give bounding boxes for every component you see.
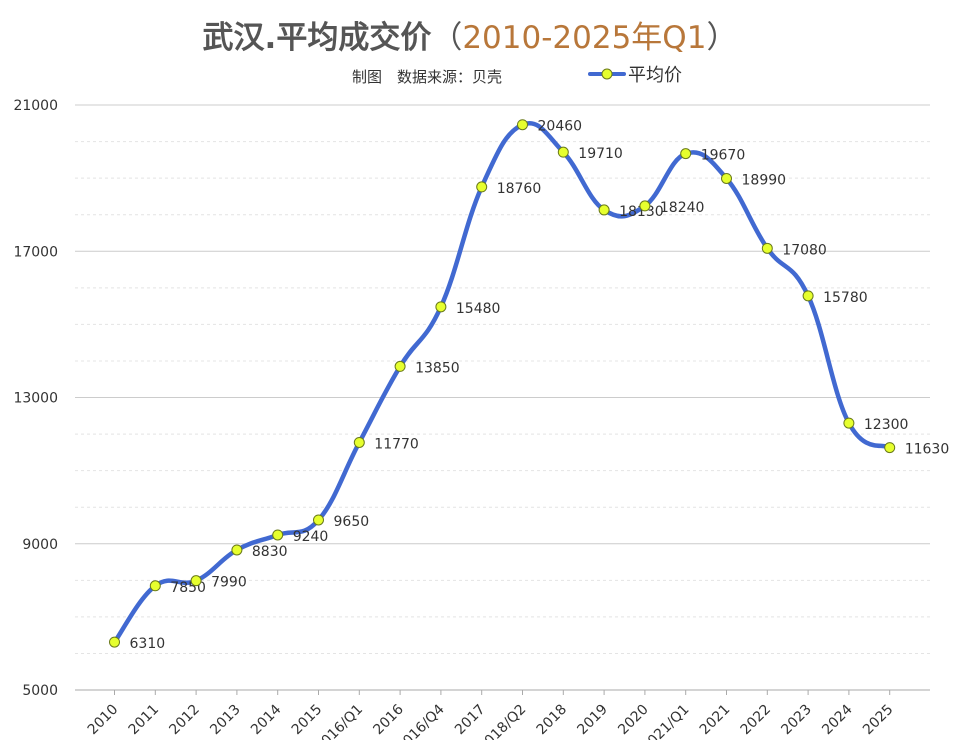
data-label: 7990 — [211, 575, 247, 591]
data-point — [721, 172, 732, 184]
x-tick-label: 2018/Q2 — [475, 702, 529, 740]
data-point — [639, 200, 651, 212]
data-point — [517, 119, 528, 131]
x-tick-label: 2015 — [289, 702, 326, 739]
x-tick-label: 2016/Q1 — [312, 702, 366, 740]
x-tick-label: 2017 — [452, 702, 489, 739]
data-point — [435, 301, 447, 313]
x-tick-label: 2024 — [819, 701, 856, 738]
x-tick-label: 2013 — [207, 702, 244, 739]
series-line-平均价 — [112, 120, 892, 645]
x-tick-label: 2023 — [778, 702, 815, 739]
data-point — [272, 529, 284, 541]
x-tick-label: 2016/Q4 — [394, 701, 448, 740]
y-tick-label: 21000 — [13, 98, 58, 114]
x-tick-label: 2011 — [126, 702, 163, 739]
x-tick-label: 2021/Q1 — [639, 702, 693, 740]
data-point — [598, 204, 610, 216]
x-tick-label: 2022 — [738, 702, 775, 739]
data-point — [680, 148, 692, 160]
x-tick-label: 2014 — [248, 701, 285, 738]
chart-subtitle: 制图 数据来源：贝壳 — [352, 68, 503, 86]
data-label: 13850 — [415, 360, 460, 376]
chart-title-close-paren: ） — [706, 20, 738, 56]
data-label: 18130 — [619, 204, 664, 220]
data-point — [109, 636, 120, 648]
data-point — [884, 442, 896, 454]
data-label: 11770 — [374, 436, 419, 452]
x-tick-label: 2018 — [534, 702, 571, 739]
data-label: 9240 — [293, 529, 329, 545]
data-point — [313, 514, 324, 526]
data-label: 15780 — [823, 290, 868, 306]
data-label: 18760 — [497, 181, 542, 197]
data-point — [843, 417, 855, 429]
data-point — [231, 544, 243, 556]
y-tick-label: 9000 — [22, 537, 58, 553]
x-tick-label: 2020 — [615, 702, 652, 739]
data-label: 20460 — [538, 119, 583, 135]
data-point — [394, 360, 406, 372]
data-label: 9650 — [334, 514, 370, 530]
data-label: 11630 — [905, 442, 950, 458]
chart-title-period: 2010-2025年Q1 — [462, 20, 707, 56]
data-label: 19710 — [578, 146, 623, 162]
legend: 平均价 — [588, 63, 682, 86]
x-tick-label: 2016 — [370, 701, 407, 738]
data-point — [761, 242, 773, 254]
data-label: 8830 — [252, 544, 288, 560]
y-tick-label: 17000 — [13, 244, 58, 260]
chart-title-open-paren: （ — [431, 20, 463, 56]
y-tick-label: 13000 — [13, 391, 58, 407]
data-label: 19670 — [701, 148, 746, 164]
x-tick-label: 2021 — [697, 702, 734, 739]
data-label: 18990 — [742, 172, 787, 188]
data-point — [149, 580, 161, 592]
x-tick-label: 2019 — [574, 702, 611, 739]
data-label: 18240 — [660, 200, 705, 216]
data-point — [190, 575, 202, 587]
data-point — [802, 290, 814, 302]
x-tick-label: 2025 — [860, 702, 897, 739]
data-label: 17080 — [782, 242, 827, 258]
data-label: 15480 — [456, 301, 501, 317]
chart-title: 武汉.平均成交价（2010-2025年Q1） — [0, 12, 940, 57]
data-point — [353, 436, 365, 448]
x-tick-label: 2012 — [166, 702, 203, 739]
legend-line-marker-icon — [588, 68, 626, 80]
data-label: 12300 — [864, 417, 909, 433]
legend-label: 平均价 — [628, 65, 682, 86]
data-label: 6310 — [130, 636, 166, 652]
data-point — [557, 146, 569, 158]
x-tick-label: 2010 — [85, 702, 122, 739]
chart-title-main: 武汉.平均成交价 — [202, 20, 432, 56]
y-tick-label: 5000 — [22, 683, 58, 699]
data-point — [476, 181, 488, 193]
